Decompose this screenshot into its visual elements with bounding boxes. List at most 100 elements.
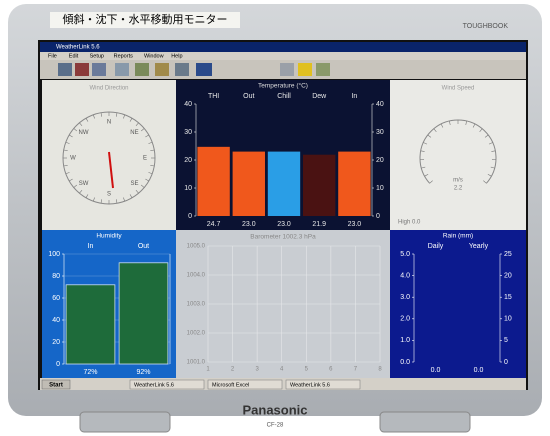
value-label: 23.0 <box>277 221 291 228</box>
y-tick-label: 0.0 <box>400 359 410 366</box>
value-label: 92% <box>136 369 150 376</box>
value-label: 72% <box>83 369 97 376</box>
value-label: 23.0 <box>242 221 256 228</box>
category-label: Out <box>243 93 254 100</box>
y-tick-label: 1.0 <box>400 337 410 344</box>
panel-title: Rain (mm) <box>443 233 473 240</box>
y-tick-label: 1005.0 <box>187 244 206 250</box>
taskbar-item-label: Microsoft Excel <box>212 382 249 388</box>
category-label: Out <box>138 243 149 250</box>
maker: Panasonic <box>242 402 307 417</box>
category-label: THI <box>208 93 219 100</box>
compass-label: N <box>107 120 111 126</box>
compass-label: SE <box>130 181 138 187</box>
y-tick-label: 20 <box>184 157 192 164</box>
y-tick-label: 1002.0 <box>187 331 206 337</box>
y-tick-label: 1004.0 <box>187 273 206 279</box>
y-tick-label: 1001.0 <box>187 360 206 366</box>
menu-item[interactable]: Reports <box>114 53 134 59</box>
hinge <box>380 412 470 432</box>
y-tick-label: 20 <box>52 339 60 346</box>
bar <box>303 155 335 216</box>
tool-button[interactable] <box>58 63 72 76</box>
category-label: In <box>351 93 357 100</box>
compass-label: NE <box>130 130 138 136</box>
brand: TOUGHBOOK <box>463 23 509 30</box>
y2-tick-label: 10 <box>504 316 512 323</box>
panel-title: Barometer 1002.3 hPa <box>250 234 316 241</box>
value-label: 24.7 <box>207 221 221 228</box>
panel-title: Humidity <box>96 233 122 240</box>
y-tick-label: 2.0 <box>400 316 410 323</box>
tool-button[interactable] <box>115 63 129 76</box>
y2-tick-label: 5 <box>504 337 508 344</box>
screen-photo: 傾斜・沈下・水平移動用モニター TOUGHBOOK WeatherLink 5.… <box>0 0 550 436</box>
value-label: 2.2 <box>454 186 463 192</box>
category-label: Daily <box>428 243 444 250</box>
value-label: 23.0 <box>348 221 362 228</box>
help-button[interactable] <box>298 63 312 76</box>
sticker-text: 傾斜・沈下・水平移動用モニター <box>63 12 228 26</box>
compass-label: NW <box>79 130 89 136</box>
high-label: High 0.0 <box>398 220 421 226</box>
y-tick-label: 0 <box>376 213 380 220</box>
panel-title: Temperature (°C) <box>258 82 308 90</box>
y2-tick-label: 15 <box>504 294 512 301</box>
category-label: In <box>88 243 94 250</box>
panel-title: Wind Direction <box>89 86 128 92</box>
wind-speed-panel <box>390 80 526 230</box>
compass-label: W <box>70 156 76 162</box>
y-tick-label: 10 <box>184 185 192 192</box>
tool-button[interactable] <box>196 63 212 76</box>
y-tick-label: 1003.0 <box>187 302 206 308</box>
y-tick-label: 40 <box>376 101 384 108</box>
y-tick-label: 10 <box>376 185 384 192</box>
y2-tick-label: 0 <box>504 359 508 366</box>
value-label: 0.0 <box>474 367 484 374</box>
tool-button[interactable] <box>155 63 169 76</box>
taskbar <box>40 378 526 390</box>
compass-label: S <box>107 192 111 198</box>
bar <box>268 152 300 216</box>
category-label: Chill <box>277 93 291 100</box>
tool-button[interactable] <box>135 63 149 76</box>
y-tick-label: 20 <box>376 157 384 164</box>
compass-label: SW <box>79 181 89 187</box>
y-tick-label: 30 <box>184 129 192 136</box>
y-tick-label: 40 <box>52 317 60 324</box>
compass-label: E <box>143 156 147 162</box>
taskbar-item-label: WeatherLink 5.6 <box>134 382 174 388</box>
model: CF-28 <box>267 423 284 429</box>
y-tick-label: 100 <box>48 251 60 258</box>
tool-button[interactable] <box>75 63 89 76</box>
tool-button[interactable] <box>92 63 106 76</box>
y-tick-label: 40 <box>184 101 192 108</box>
menu-item[interactable]: Edit <box>69 53 79 59</box>
y-tick-label: 4.0 <box>400 272 410 279</box>
window-title: WeatherLink 5.6 <box>56 45 100 51</box>
menu-item[interactable]: Help <box>171 53 182 59</box>
bar <box>197 147 229 216</box>
tool-button[interactable] <box>175 63 189 76</box>
menu-item[interactable]: Window <box>144 53 164 59</box>
y-tick-label: 0 <box>56 361 60 368</box>
y-tick-label: 3.0 <box>400 294 410 301</box>
tool-button[interactable] <box>316 63 330 76</box>
y2-tick-label: 20 <box>504 272 512 279</box>
y2-tick-label: 25 <box>504 251 512 258</box>
menu-item[interactable]: Setup <box>90 53 104 59</box>
category-label: Dew <box>312 93 327 100</box>
start-label: Start <box>49 383 63 389</box>
menu-item[interactable]: File <box>48 53 57 59</box>
y-tick-label: 5.0 <box>400 251 410 258</box>
tool-button[interactable] <box>280 63 294 76</box>
y-tick-label: 0 <box>188 213 192 220</box>
y-tick-label: 60 <box>52 295 60 302</box>
hinge <box>80 412 170 432</box>
bar <box>338 152 370 216</box>
bar <box>66 285 115 364</box>
taskbar-item-label: WeatherLink 5.6 <box>290 382 330 388</box>
title-bar <box>40 42 526 52</box>
value-label: 21.9 <box>312 221 326 228</box>
y-tick-label: 30 <box>376 129 384 136</box>
